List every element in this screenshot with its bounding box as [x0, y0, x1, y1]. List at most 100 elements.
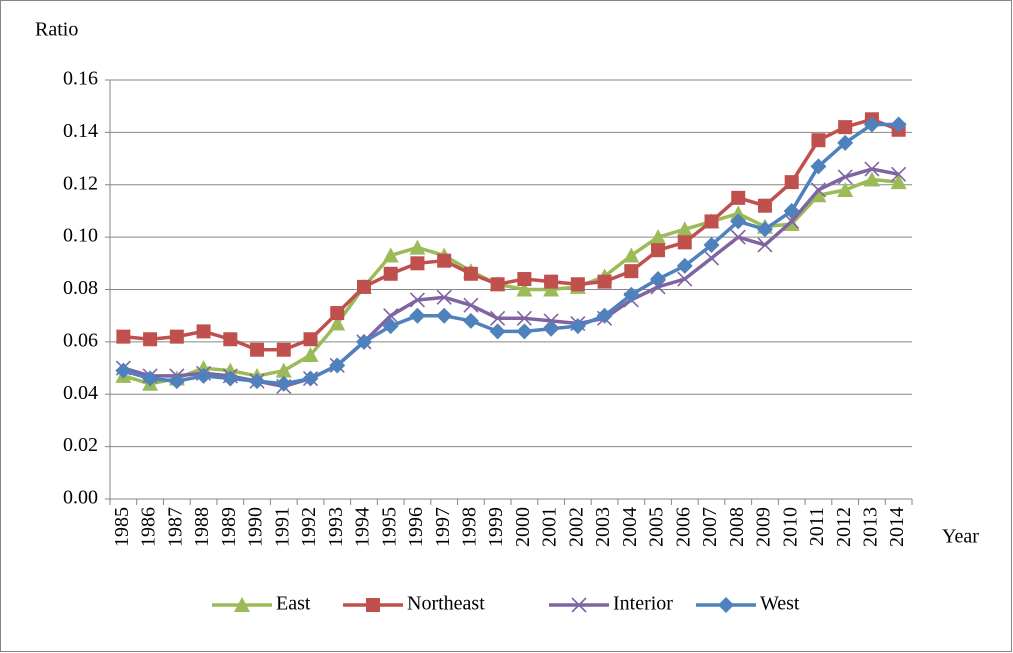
data-point	[623, 247, 640, 263]
data-point	[569, 318, 586, 335]
data-point	[703, 250, 720, 266]
data-point	[891, 166, 907, 182]
x-tick-label: 1988	[191, 507, 213, 547]
data-point	[570, 277, 585, 292]
data-point	[302, 346, 319, 362]
x-tick-label: 1994	[352, 507, 374, 547]
data-point	[516, 323, 533, 340]
data-point	[811, 133, 826, 148]
data-point	[223, 332, 238, 347]
x-tick-label: 1987	[164, 507, 186, 547]
data-point	[784, 213, 800, 229]
x-tick-label: 1997	[432, 507, 454, 547]
data-point	[490, 277, 505, 292]
legend-marker	[718, 597, 734, 613]
y-tick-label: 0.02	[63, 434, 98, 456]
data-point	[730, 205, 747, 221]
y-tick-label: 0.14	[63, 120, 98, 142]
x-tick-label: 2012	[833, 507, 855, 547]
y-tick-label: 0.08	[63, 277, 98, 299]
x-tick-label: 2011	[806, 507, 828, 546]
data-point	[383, 266, 398, 281]
x-tick-label: 1998	[458, 507, 480, 547]
data-point	[195, 360, 212, 376]
data-point	[757, 237, 773, 253]
data-point	[250, 342, 265, 357]
x-tick-label: 1996	[405, 507, 427, 547]
data-point	[409, 307, 426, 324]
data-point	[516, 310, 532, 326]
data-point	[783, 202, 800, 219]
data-point	[650, 229, 667, 245]
data-point	[863, 171, 880, 187]
x-tick-label: 1991	[271, 507, 293, 547]
data-point	[490, 310, 506, 326]
data-point	[383, 308, 399, 324]
y-tick-label: 0.06	[63, 329, 98, 351]
x-tick-label: 2004	[619, 507, 641, 547]
legend-marker	[366, 598, 380, 612]
data-point	[115, 362, 132, 379]
data-point	[784, 175, 799, 190]
x-tick-label: 1986	[138, 507, 160, 547]
data-point	[382, 318, 399, 335]
x-tick-label: 2013	[859, 507, 881, 547]
data-point	[810, 158, 827, 175]
data-point	[275, 362, 292, 378]
x-tick-label: 2000	[512, 507, 534, 547]
data-point	[169, 329, 184, 344]
x-tick-label: 1992	[298, 507, 320, 547]
x-tick-label: 2005	[646, 507, 668, 547]
data-point	[623, 286, 640, 303]
data-point	[730, 229, 746, 245]
data-point	[249, 373, 266, 390]
data-point	[275, 375, 292, 392]
y-tick-label: 0.10	[63, 225, 98, 247]
data-point	[276, 342, 291, 357]
data-point	[863, 116, 880, 133]
data-point	[837, 181, 854, 197]
x-tick-label: 2009	[753, 507, 775, 547]
data-point	[142, 370, 159, 387]
legend-label: West	[760, 593, 800, 615]
data-point	[409, 292, 425, 308]
data-point	[837, 169, 853, 185]
data-point	[810, 182, 826, 198]
x-tick-label: 1993	[325, 507, 347, 547]
legend-label: Interior	[613, 593, 673, 615]
data-point	[196, 324, 211, 339]
data-point	[410, 256, 425, 271]
data-point	[837, 134, 854, 151]
x-tick-label: 2010	[779, 507, 801, 547]
data-point	[462, 312, 479, 329]
x-tick-label: 2006	[672, 507, 694, 547]
x-tick-label: 1985	[111, 507, 133, 547]
data-point	[437, 253, 452, 268]
data-point	[382, 247, 399, 263]
data-point	[489, 323, 506, 340]
data-point	[890, 174, 907, 190]
data-point	[302, 370, 319, 387]
data-point	[409, 239, 426, 255]
legend-label: East	[276, 593, 311, 615]
data-point	[116, 329, 131, 344]
data-point	[624, 264, 639, 279]
x-tick-label: 1990	[245, 507, 267, 547]
x-tick-label: 2008	[726, 507, 748, 547]
x-tick-label: 1999	[485, 507, 507, 547]
data-point	[355, 333, 372, 350]
data-point	[356, 279, 371, 294]
data-point	[329, 315, 346, 331]
data-point	[597, 274, 612, 289]
data-point	[303, 332, 318, 347]
x-axis-title: Year	[942, 526, 979, 548]
x-tick-label: 2003	[592, 507, 614, 547]
data-point	[838, 120, 853, 135]
data-point	[222, 370, 239, 387]
data-point	[143, 332, 158, 347]
data-point	[731, 190, 746, 205]
data-point	[329, 357, 346, 374]
data-point	[650, 271, 667, 288]
data-point	[168, 373, 185, 390]
